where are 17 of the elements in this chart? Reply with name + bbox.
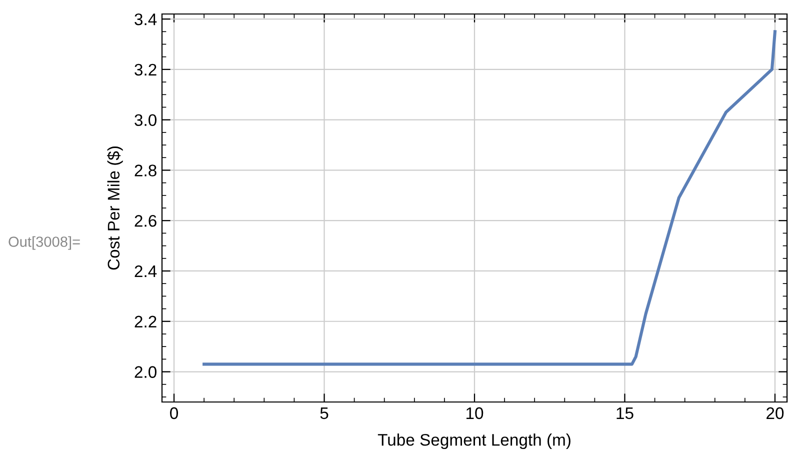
y-tick-label: 2.2: [134, 316, 156, 328]
line-series: [202, 30, 777, 366]
x-tick-label: 0: [170, 407, 178, 420]
y-tick-label: 3.2: [134, 64, 156, 76]
x-tick-label: 10: [466, 407, 484, 420]
y-axis-title: Cost Per Mile ($): [107, 146, 123, 270]
x-tick-label: 15: [616, 407, 634, 420]
y-tick-label: 2.0: [134, 366, 156, 378]
x-tick-label: 5: [320, 407, 328, 420]
y-tick-label: 2.4: [134, 265, 157, 278]
y-tick-label: 2.8: [134, 164, 156, 176]
x-tick-label: 20: [766, 407, 784, 420]
x-axis-title: Tube Segment Length (m): [378, 434, 570, 450]
y-tick-label: 3.0: [134, 114, 156, 126]
y-tick-label: 3.4: [134, 13, 157, 26]
text: Out[3008]=: [8, 236, 80, 250]
y-tick-label: 2.6: [134, 215, 156, 227]
